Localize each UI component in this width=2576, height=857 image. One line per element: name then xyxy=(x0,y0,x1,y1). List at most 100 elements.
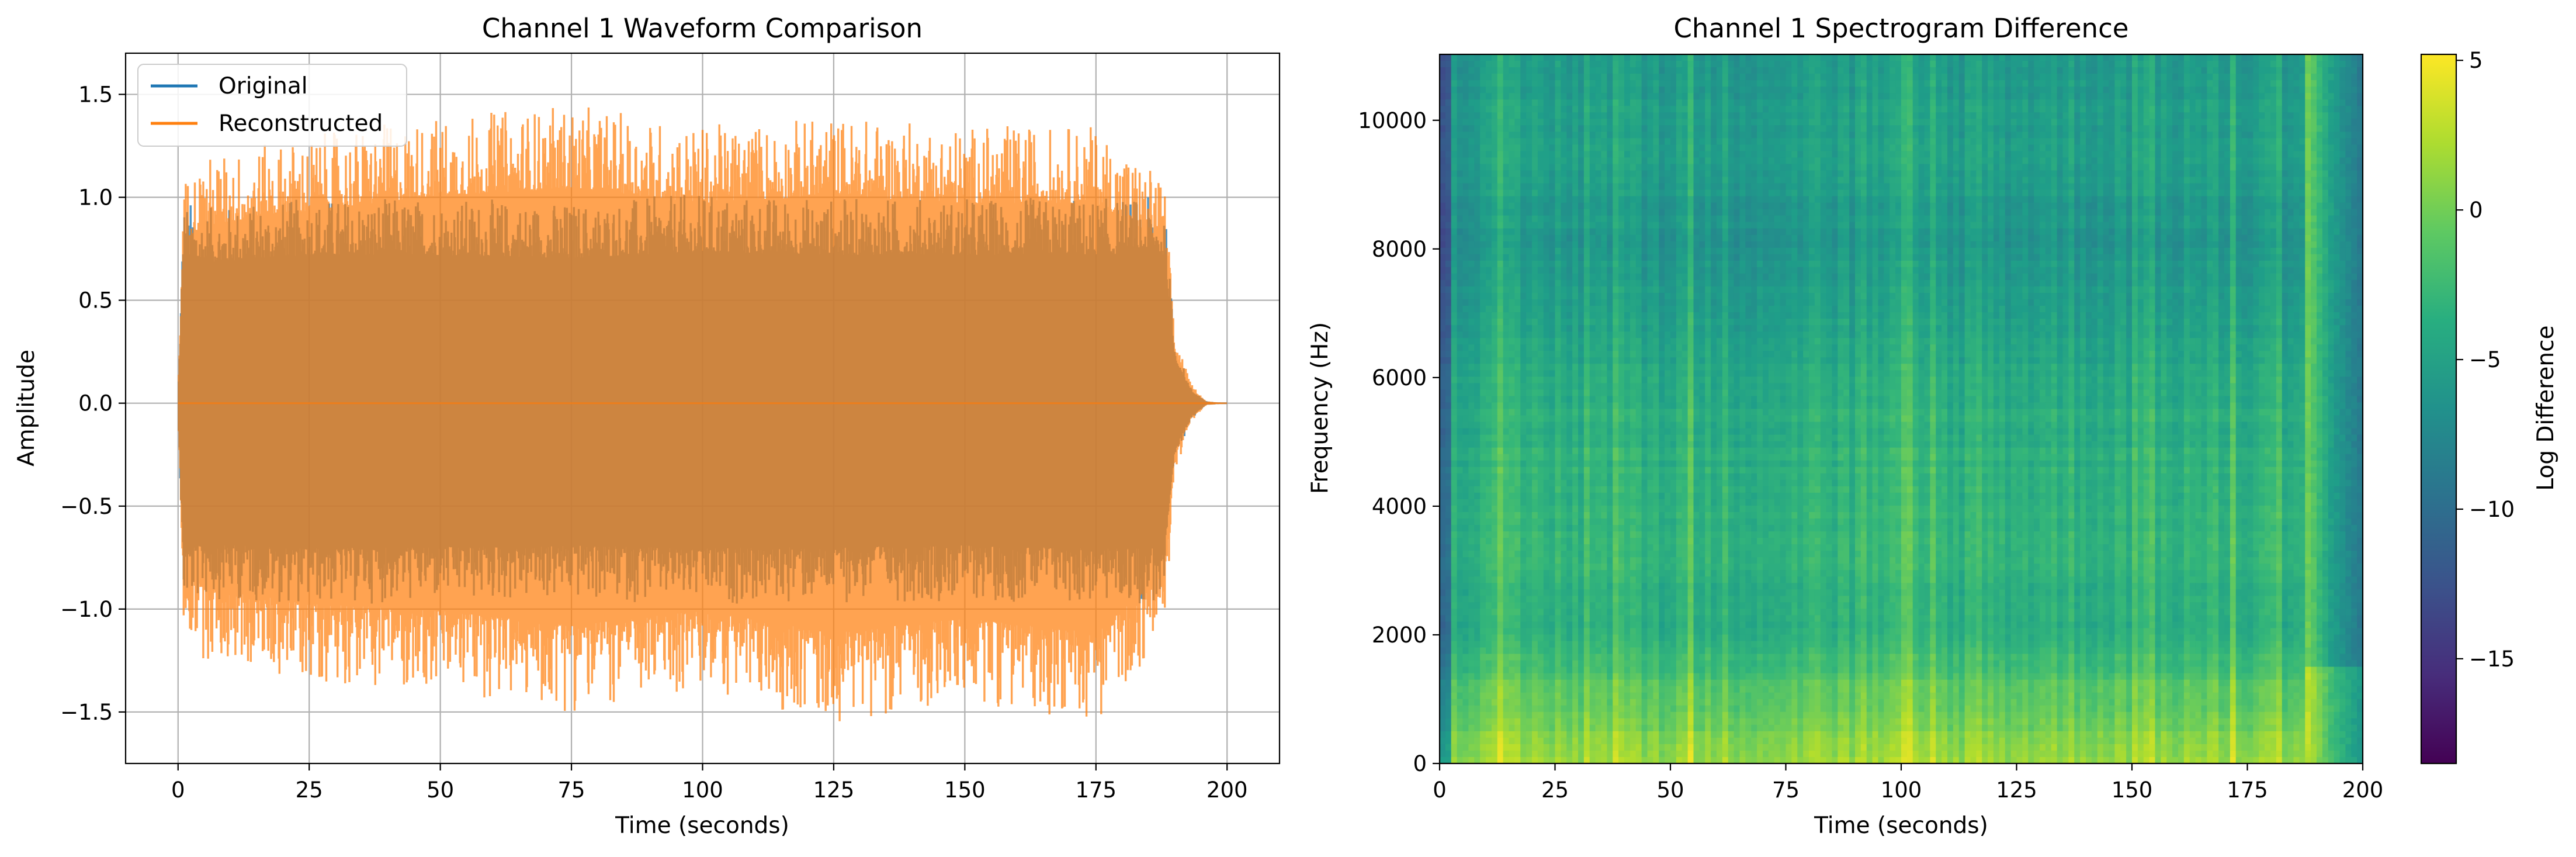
heatmap-cell xyxy=(1688,196,1694,203)
heatmap-cell xyxy=(2028,87,2034,94)
heatmap-cell xyxy=(1745,54,1751,61)
heatmap-cell xyxy=(1837,144,1843,151)
heatmap-cell xyxy=(1670,99,1676,106)
heatmap-cell xyxy=(1780,87,1786,94)
heatmap-cell xyxy=(1682,112,1688,119)
heatmap-cell xyxy=(2340,132,2346,139)
heatmap-cell xyxy=(2276,196,2282,203)
heatmap-cell xyxy=(2224,119,2230,126)
heatmap-cell xyxy=(1468,157,1474,164)
heatmap-cell xyxy=(2028,54,2034,61)
heatmap-cell xyxy=(1596,74,1601,81)
heatmap-cell xyxy=(1538,177,1544,184)
heatmap-cell xyxy=(1947,209,1953,216)
heatmap-cell xyxy=(2161,164,2166,171)
heatmap-cell xyxy=(1694,190,1700,197)
heatmap-cell xyxy=(2045,93,2051,100)
heatmap-cell xyxy=(1889,132,1895,139)
heatmap-cell xyxy=(2092,190,2097,197)
heatmap-cell xyxy=(1803,209,1809,216)
heatmap-cell xyxy=(2126,119,2132,126)
heatmap-cell xyxy=(2270,93,2276,100)
heatmap-cell xyxy=(1682,80,1688,87)
heatmap-cell xyxy=(1561,80,1566,87)
heatmap-cell xyxy=(2120,164,2126,171)
heatmap-cell xyxy=(2109,119,2115,126)
heatmap-cell xyxy=(1936,87,1941,94)
heatmap-cell xyxy=(1659,80,1665,87)
heatmap-cell xyxy=(2207,93,2213,100)
heatmap-cell xyxy=(2172,74,2178,81)
heatmap-cell xyxy=(1584,196,1590,203)
heatmap-cell xyxy=(2253,190,2259,197)
heatmap-cell xyxy=(2253,132,2259,139)
heatmap-cell xyxy=(2028,177,2034,184)
heatmap-cell xyxy=(1451,190,1457,197)
heatmap-cell xyxy=(2011,164,2017,171)
heatmap-cell xyxy=(1763,106,1769,113)
heatmap-cell xyxy=(1988,209,1993,216)
heatmap-cell xyxy=(1555,229,1561,236)
heatmap-cell xyxy=(1503,74,1509,81)
heatmap-cell xyxy=(1642,164,1648,171)
heatmap-cell xyxy=(1601,235,1607,242)
heatmap-cell xyxy=(1936,235,1941,242)
heatmap-cell xyxy=(1809,125,1815,132)
heatmap-cell xyxy=(2028,190,2034,197)
heatmap-cell xyxy=(1907,54,1913,61)
heatmap-cell xyxy=(1786,151,1792,158)
heatmap-cell xyxy=(1930,112,1936,119)
heatmap-cell xyxy=(1895,209,1901,216)
heatmap-cell xyxy=(2305,138,2311,145)
heatmap-cell xyxy=(1959,74,1965,81)
heatmap-cell xyxy=(2328,125,2334,132)
heatmap-cell xyxy=(1670,61,1676,68)
heatmap-cell xyxy=(1803,216,1809,223)
heatmap-cell xyxy=(2265,222,2270,229)
heatmap-cell xyxy=(1682,203,1688,210)
heatmap-cell xyxy=(1566,170,1572,177)
heatmap-cell xyxy=(1849,177,1855,184)
heatmap-cell xyxy=(2253,157,2259,164)
heatmap-cell xyxy=(2097,67,2103,74)
heatmap-cell xyxy=(2317,196,2322,203)
heatmap-cell xyxy=(2317,106,2322,113)
heatmap-cell xyxy=(2351,170,2357,177)
heatmap-cell xyxy=(2161,125,2166,132)
heatmap-cell xyxy=(1676,241,1682,248)
heatmap-cell xyxy=(2184,99,2190,106)
heatmap-cell xyxy=(2045,61,2051,68)
heatmap-cell xyxy=(1503,184,1509,191)
heatmap-cell xyxy=(2259,54,2265,61)
heatmap-cell xyxy=(2340,164,2346,171)
heatmap-cell xyxy=(1930,67,1936,74)
heatmap-cell xyxy=(1705,144,1711,151)
heatmap-cell xyxy=(1959,87,1965,94)
heatmap-cell xyxy=(1596,203,1601,210)
heatmap-cell xyxy=(2109,222,2115,229)
heatmap-cell xyxy=(1925,67,1930,74)
heatmap-cell xyxy=(1624,216,1630,223)
heatmap-cell xyxy=(1999,80,2005,87)
heatmap-cell xyxy=(1849,184,1855,191)
heatmap-cell xyxy=(1953,144,1959,151)
heatmap-cell xyxy=(1648,209,1653,216)
heatmap-cell xyxy=(1740,125,1746,132)
heatmap-cell xyxy=(1907,93,1913,100)
heatmap-cell xyxy=(2288,74,2294,81)
heatmap-cell xyxy=(1941,209,1947,216)
heatmap-cell xyxy=(1486,209,1492,216)
heatmap-cell xyxy=(1907,125,1913,132)
heatmap-cell xyxy=(2092,170,2097,177)
heatmap-cell xyxy=(1774,54,1780,61)
heatmap-cell xyxy=(1769,61,1774,68)
y-tick-label: 1.0 xyxy=(78,185,113,210)
heatmap-cell xyxy=(1451,125,1457,132)
heatmap-cell xyxy=(1624,196,1630,203)
heatmap-cell xyxy=(2328,164,2334,171)
heatmap-cell xyxy=(2022,222,2028,229)
heatmap-cell xyxy=(1492,106,1497,113)
heatmap-cell xyxy=(2040,170,2045,177)
heatmap-cell xyxy=(1797,177,1803,184)
heatmap-cell xyxy=(1815,67,1821,74)
